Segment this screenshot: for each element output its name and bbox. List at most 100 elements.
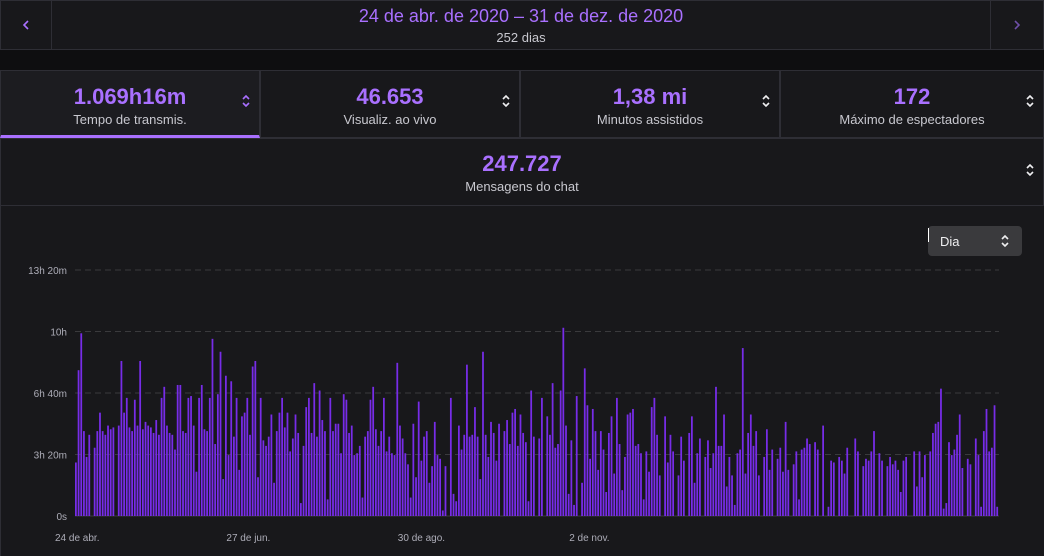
chart-bar[interactable] xyxy=(383,397,385,516)
chart-bar[interactable] xyxy=(682,460,685,516)
chart-bar[interactable] xyxy=(208,397,211,516)
chart-bar[interactable] xyxy=(924,455,926,516)
chart-bar[interactable] xyxy=(324,431,326,516)
chart-bar[interactable] xyxy=(632,408,634,516)
chart-bar[interactable] xyxy=(565,425,567,516)
chart-bar[interactable] xyxy=(918,451,921,516)
chart-bar[interactable] xyxy=(846,447,849,516)
chart-bar[interactable] xyxy=(227,455,230,516)
chart-bar[interactable] xyxy=(506,420,508,516)
chart-bar[interactable] xyxy=(415,477,417,516)
chart-bar[interactable] xyxy=(235,397,238,516)
chart-bar[interactable] xyxy=(495,460,498,516)
chart-bar[interactable] xyxy=(765,429,768,516)
chart-bar[interactable] xyxy=(854,438,857,516)
chart-bar[interactable] xyxy=(334,423,337,516)
chart-bar[interactable] xyxy=(672,451,675,516)
chart-bar[interactable] xyxy=(937,421,940,516)
chart-bar[interactable] xyxy=(471,434,474,516)
chart-bar[interactable] xyxy=(200,384,203,516)
chart-bar[interactable] xyxy=(840,460,843,516)
chart-bar[interactable] xyxy=(757,475,760,516)
chart-bar[interactable] xyxy=(182,431,184,516)
chart-bar[interactable] xyxy=(128,427,131,516)
chart-bar[interactable] xyxy=(219,351,222,516)
chart-bar[interactable] xyxy=(613,473,616,516)
chart-bar[interactable] xyxy=(310,432,313,516)
chart-bar[interactable] xyxy=(85,456,88,516)
chart-bar[interactable] xyxy=(929,451,932,516)
chart-bar[interactable] xyxy=(345,399,348,516)
chart-bar[interactable] xyxy=(637,444,640,516)
chart-bar[interactable] xyxy=(806,438,808,516)
chart-bar[interactable] xyxy=(109,429,112,516)
chart-bar[interactable] xyxy=(187,397,190,516)
chart-bar[interactable] xyxy=(257,477,259,516)
chart-bar[interactable] xyxy=(752,445,755,516)
chart-bar[interactable] xyxy=(342,394,345,516)
chart-bar[interactable] xyxy=(666,462,669,516)
chart-bar[interactable] xyxy=(648,471,650,516)
chart-bar[interactable] xyxy=(982,431,985,516)
chart-bar[interactable] xyxy=(961,468,964,516)
previous-period-button[interactable] xyxy=(0,0,52,50)
chart-bar[interactable] xyxy=(707,440,709,516)
chart-bar[interactable] xyxy=(423,436,425,516)
chart-bar[interactable] xyxy=(779,447,782,516)
chart-bar[interactable] xyxy=(616,397,618,516)
chart-bar[interactable] xyxy=(369,399,372,516)
chart-bar[interactable] xyxy=(586,405,589,516)
chart-bar[interactable] xyxy=(179,384,182,516)
chart-bar[interactable] xyxy=(905,456,908,516)
chart-bar[interactable] xyxy=(541,397,543,516)
chart-bar[interactable] xyxy=(399,425,401,516)
chart-bar[interactable] xyxy=(222,479,225,516)
chart-bar[interactable] xyxy=(940,388,942,516)
chart-bar[interactable] xyxy=(551,383,554,516)
chart-bar[interactable] xyxy=(640,453,642,516)
chart-bar[interactable] xyxy=(642,499,645,516)
chart-bar[interactable] xyxy=(233,436,235,516)
chart-bar[interactable] xyxy=(768,469,771,516)
chart-bar[interactable] xyxy=(720,445,723,516)
chart-bar[interactable] xyxy=(152,432,155,516)
chart-bar[interactable] xyxy=(624,456,626,516)
chart-bar[interactable] xyxy=(203,429,206,516)
chart-bar[interactable] xyxy=(974,438,977,516)
chart-bar[interactable] xyxy=(155,420,158,516)
chart-bar[interactable] xyxy=(238,469,241,516)
chart-bar[interactable] xyxy=(712,453,715,516)
chart-bar[interactable] xyxy=(913,451,916,516)
chart-bar[interactable] xyxy=(206,431,208,516)
chart-bar[interactable] xyxy=(969,464,972,516)
chart-bar[interactable] xyxy=(795,451,798,516)
chart-bar[interactable] xyxy=(224,375,227,516)
chart-bar[interactable] xyxy=(589,458,591,516)
chart-bar[interactable] xyxy=(361,497,364,516)
chart-bar[interactable] xyxy=(88,434,91,516)
chart-bar[interactable] xyxy=(857,451,859,516)
chart-bar[interactable] xyxy=(728,456,731,516)
chart-bar[interactable] xyxy=(956,434,958,516)
chart-bar[interactable] xyxy=(243,412,246,516)
chart-bar[interactable] xyxy=(101,431,104,516)
chart-bar[interactable] xyxy=(393,455,396,516)
chart-bar[interactable] xyxy=(693,482,696,516)
chart-bar[interactable] xyxy=(144,421,147,516)
chart-bar[interactable] xyxy=(433,421,436,516)
chart-bar[interactable] xyxy=(120,360,123,516)
chart-bar[interactable] xyxy=(278,412,281,516)
chart-bar[interactable] xyxy=(168,432,171,516)
chart-bar[interactable] xyxy=(195,471,198,516)
chart-bar[interactable] xyxy=(308,397,310,516)
chart-bar[interactable] xyxy=(356,453,358,516)
chart-bar[interactable] xyxy=(457,425,460,516)
stat-tab-chat-messages[interactable]: 247.727 Mensagens do chat xyxy=(0,138,1044,206)
chart-bar[interactable] xyxy=(958,414,961,517)
chart-bar[interactable] xyxy=(305,407,308,516)
chart-bar[interactable] xyxy=(621,490,624,516)
chart-bar[interactable] xyxy=(350,425,353,516)
chart-bar[interactable] xyxy=(174,449,176,516)
chart-bar[interactable] xyxy=(412,423,415,516)
chart-bar[interactable] xyxy=(291,438,294,516)
